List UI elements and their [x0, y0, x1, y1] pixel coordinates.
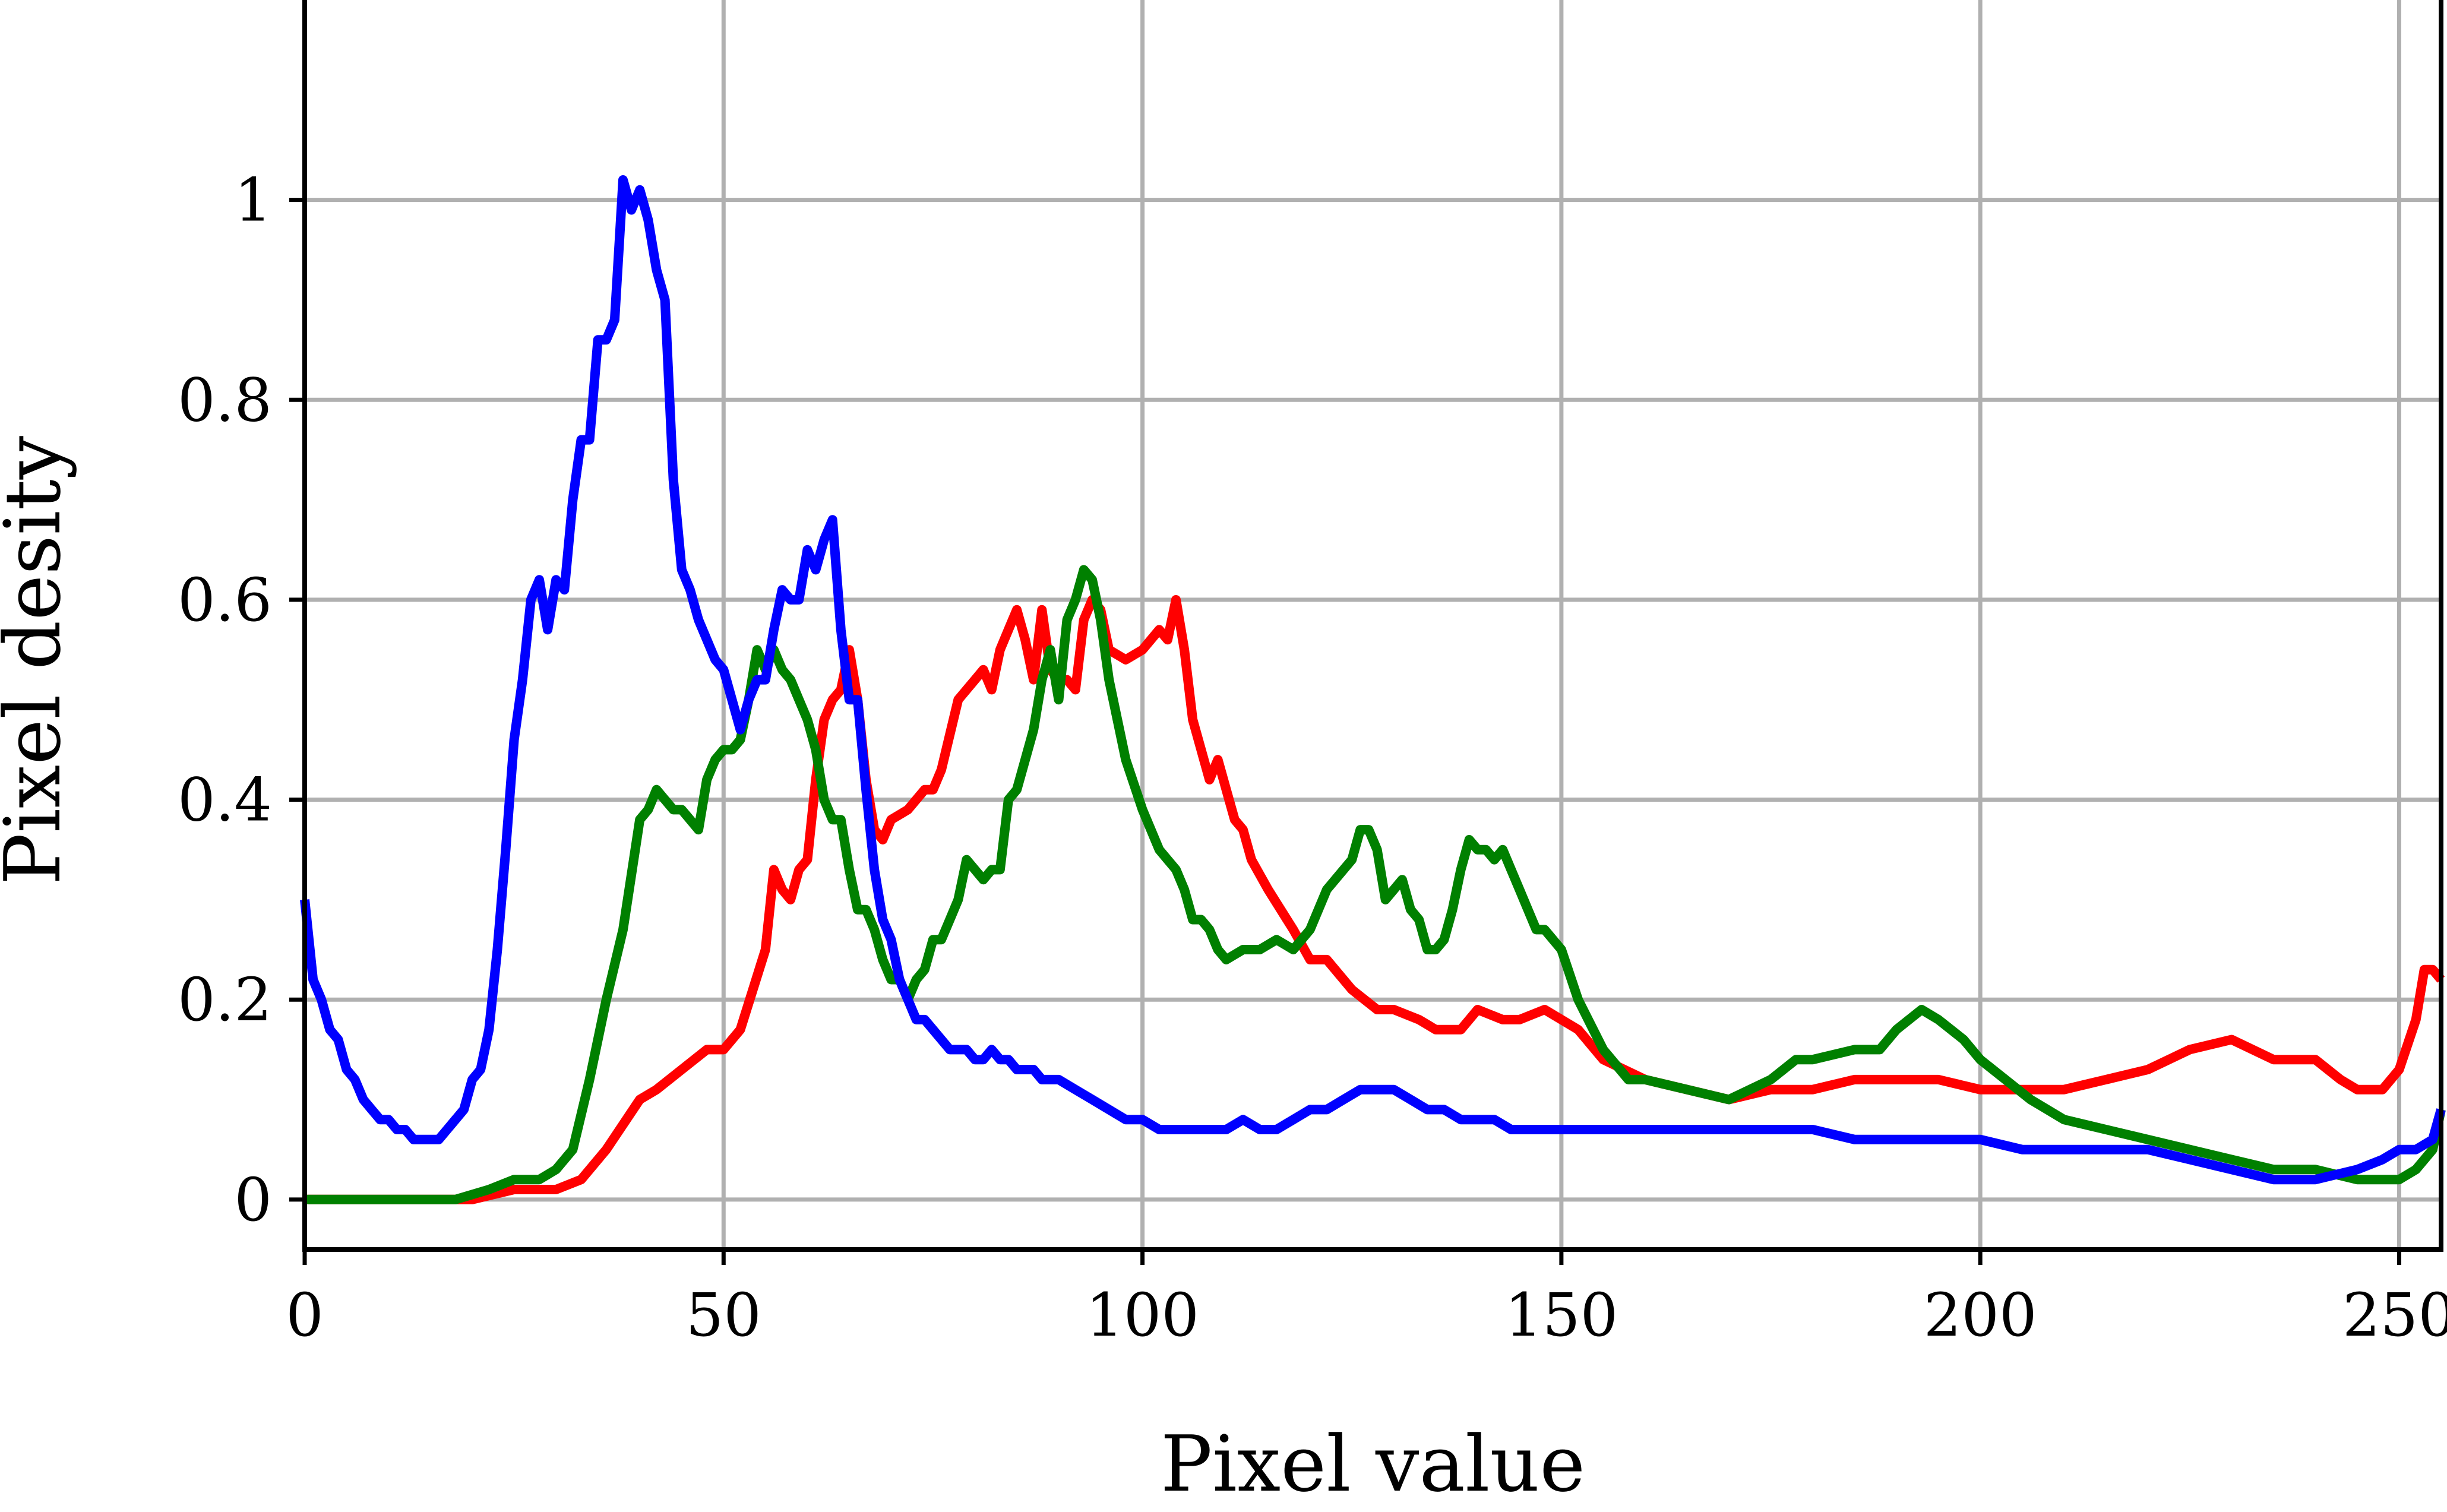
- y-axis-label: Pixel desity: [0, 435, 78, 885]
- y-tick-label: 0.4: [178, 766, 272, 835]
- x-axis-label: Pixel value: [1161, 1419, 1585, 1509]
- tick-marks: [289, 198, 2401, 1265]
- x-tick-label: 200: [1924, 1280, 2037, 1350]
- plot-frame: [302, 0, 2443, 1252]
- series-line-1: [305, 594, 2445, 1204]
- series-line-3: [300, 175, 2446, 1185]
- y-tick-label: 0.2: [178, 965, 272, 1035]
- y-tick-label: 0.6: [178, 565, 272, 635]
- y-tick-label: 1: [234, 166, 272, 235]
- tick-labels: 0 50 100 150 200 250 0 0.2 0.4 0.6 0.8 1: [178, 166, 2447, 1350]
- x-tick-label: 250: [2342, 1280, 2447, 1350]
- x-tick-label: 150: [1504, 1280, 1618, 1350]
- series-lines: [300, 175, 2446, 1204]
- x-tick-label: 0: [286, 1280, 324, 1350]
- y-tick-label: 0.8: [178, 365, 272, 435]
- x-tick-label: 50: [686, 1280, 761, 1350]
- y-tick-label: 0: [234, 1165, 272, 1235]
- x-tick-label: 100: [1086, 1280, 1199, 1350]
- axes: [302, 0, 2443, 1252]
- grid: [302, 0, 2441, 1250]
